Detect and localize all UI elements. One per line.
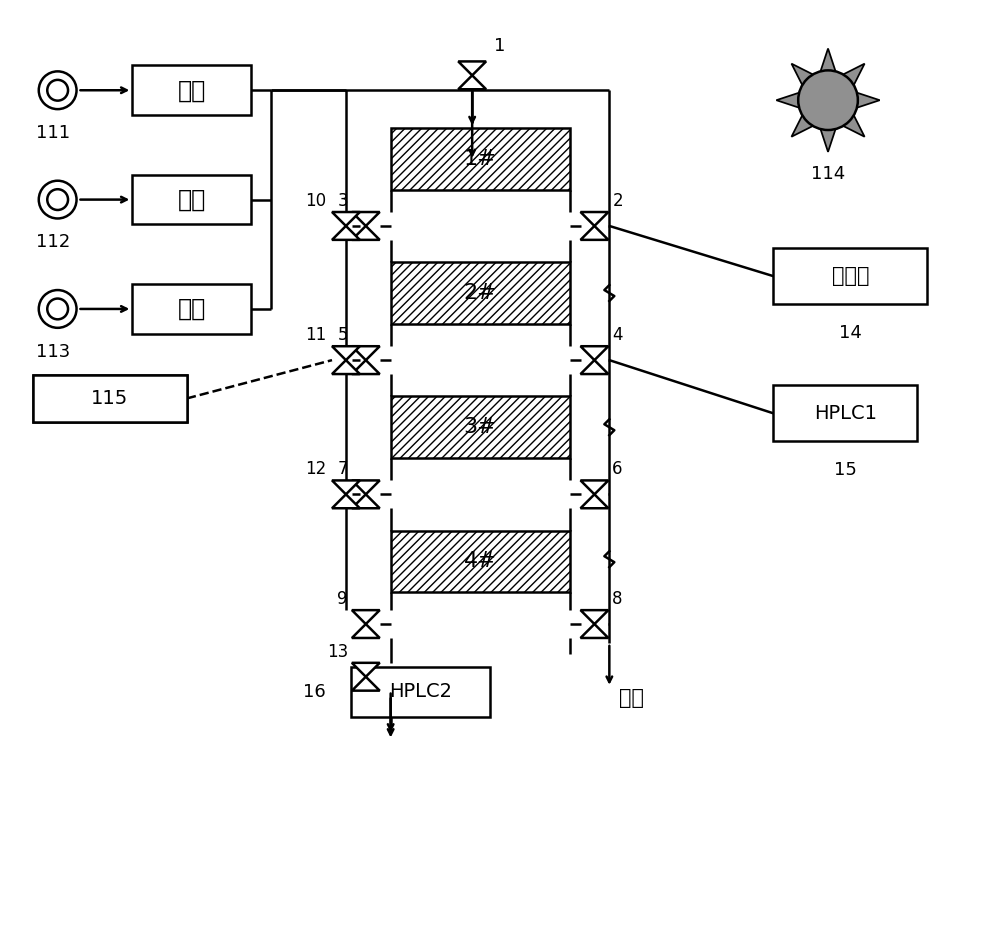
Polygon shape	[352, 360, 380, 374]
Polygon shape	[352, 662, 380, 676]
Text: 4: 4	[612, 327, 623, 344]
Polygon shape	[332, 226, 360, 240]
Polygon shape	[458, 76, 486, 90]
Text: 水洗: 水洗	[178, 188, 206, 212]
Bar	[773, 385, 917, 441]
Polygon shape	[352, 624, 380, 638]
Polygon shape	[332, 346, 360, 360]
Bar	[132, 174, 251, 225]
Polygon shape	[332, 360, 360, 374]
Text: 115: 115	[91, 389, 128, 408]
Bar	[391, 262, 570, 324]
Circle shape	[798, 70, 858, 130]
Polygon shape	[352, 226, 380, 240]
Polygon shape	[581, 624, 608, 638]
Polygon shape	[791, 63, 813, 85]
Polygon shape	[581, 494, 608, 508]
Polygon shape	[581, 212, 608, 226]
Bar	[391, 397, 570, 458]
Polygon shape	[581, 360, 608, 374]
Polygon shape	[352, 676, 380, 690]
Text: 14: 14	[839, 324, 862, 341]
Text: 3: 3	[337, 192, 348, 210]
Polygon shape	[332, 480, 360, 494]
Polygon shape	[352, 212, 380, 226]
Text: 15: 15	[834, 461, 857, 479]
Text: 1#: 1#	[464, 149, 497, 169]
Bar	[132, 65, 251, 115]
Polygon shape	[581, 480, 608, 494]
Polygon shape	[352, 610, 380, 624]
Text: 113: 113	[36, 342, 70, 361]
Text: 1: 1	[494, 37, 505, 55]
Bar	[33, 374, 187, 423]
Bar	[391, 531, 570, 592]
Polygon shape	[821, 49, 836, 71]
Bar	[33, 374, 187, 423]
Polygon shape	[581, 346, 608, 360]
Text: 7: 7	[337, 460, 348, 479]
Text: 16: 16	[303, 683, 326, 701]
Polygon shape	[581, 226, 608, 240]
Text: 洗脱: 洗脱	[178, 297, 206, 321]
Polygon shape	[857, 92, 880, 107]
Polygon shape	[352, 494, 380, 508]
Text: HPLC2: HPLC2	[389, 682, 452, 702]
Text: 111: 111	[36, 124, 70, 142]
Polygon shape	[332, 212, 360, 226]
Polygon shape	[843, 63, 865, 85]
Text: 115: 115	[9, 389, 46, 408]
Text: 11: 11	[305, 327, 326, 344]
Bar	[391, 128, 570, 189]
Polygon shape	[821, 129, 836, 152]
Text: 4#: 4#	[464, 551, 497, 571]
Text: 5: 5	[337, 327, 348, 344]
Text: 8: 8	[612, 591, 623, 608]
Text: 12: 12	[305, 460, 326, 479]
Text: 上样: 上样	[178, 78, 206, 103]
Text: 112: 112	[36, 233, 70, 251]
Text: 2: 2	[612, 192, 623, 210]
Text: 6: 6	[612, 460, 623, 479]
Polygon shape	[332, 494, 360, 508]
Text: 9: 9	[337, 591, 348, 608]
Bar	[773, 248, 927, 304]
Polygon shape	[458, 62, 486, 76]
Text: HPLC1: HPLC1	[814, 404, 877, 423]
Polygon shape	[791, 116, 813, 137]
Text: 115: 115	[91, 389, 128, 408]
Polygon shape	[352, 480, 380, 494]
Text: 检测仪: 检测仪	[832, 266, 869, 286]
Polygon shape	[352, 346, 380, 360]
Text: 10: 10	[305, 192, 326, 210]
Polygon shape	[581, 610, 608, 624]
Polygon shape	[843, 116, 865, 137]
Text: 2#: 2#	[464, 283, 497, 303]
Text: 13: 13	[327, 643, 348, 661]
Text: 3#: 3#	[464, 417, 497, 438]
Bar	[351, 667, 490, 717]
Text: 114: 114	[811, 165, 845, 183]
Text: 排废: 排废	[619, 688, 644, 707]
Bar	[132, 284, 251, 334]
Polygon shape	[776, 92, 799, 107]
